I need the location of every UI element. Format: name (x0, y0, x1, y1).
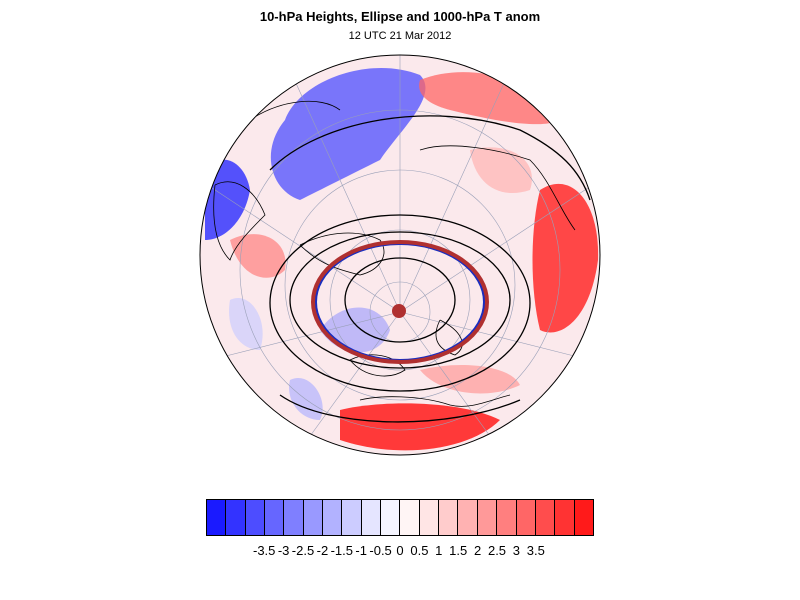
colorbar-cell (555, 500, 575, 535)
colorbar-tick-label: -1.5 (330, 543, 353, 558)
colorbar-tick-label: -3.5 (252, 543, 276, 558)
colorbar-cell (400, 500, 420, 535)
chart-subtitle: 12 UTC 21 Mar 2012 (348, 30, 452, 42)
colorbar-cell (284, 500, 304, 535)
colorbar-tick-label: 2 (473, 543, 482, 558)
colorbar-cell (516, 500, 536, 535)
colorbar-tick-label: -1 (355, 543, 367, 558)
colorbar-cell (245, 500, 266, 535)
colorbar-tick-label: -3 (277, 543, 290, 558)
colorbar-tick-label: 1 (435, 543, 443, 558)
colorbar-cell (265, 500, 285, 535)
colorbar-cell (439, 500, 459, 535)
anomaly-field (200, 55, 600, 455)
colorbar-tick-label: -0.5 (369, 543, 392, 558)
colorbar-labels: -3.5 -3 -2.5 -2 -1.5 -1 -0.5 0 0.5 1 1.5 2 2.5 3 3.5 (0, 543, 800, 563)
colorbar-cell (323, 500, 343, 535)
vortex-ellipse-red (311, 240, 489, 364)
colorbar-cell (497, 500, 517, 535)
chart-title: 10-hPa Heights, Ellipse and 1000-hPa T a… (259, 9, 541, 24)
colorbar-cell (477, 500, 498, 535)
colorbar-tick-label: -2.5 (291, 543, 315, 558)
colorbar-tick-label: 0 (396, 543, 404, 558)
globe-outline (199, 54, 601, 456)
colorbar-cell (419, 500, 440, 535)
colorbar-cell (574, 500, 593, 535)
colorbar-cell (226, 500, 246, 535)
colorbar-tick-label: 0.5 (410, 543, 429, 558)
colorbar-cell (381, 500, 401, 535)
colorbar-cell (342, 500, 362, 535)
ellipse-center-marker (392, 304, 406, 318)
colorbar-tick-label: -2 (316, 543, 329, 558)
colorbar-tick-label: 3.5 (526, 543, 545, 558)
colorbar-cell (207, 500, 227, 535)
colorbar-cell (303, 500, 324, 535)
colorbar-cell (361, 500, 382, 535)
colorbar (206, 499, 594, 536)
colorbar-tick-label: 3 (512, 543, 521, 558)
colorbar-tick-label: 1.5 (449, 543, 468, 558)
colorbar-tick-label: 2.5 (487, 543, 507, 558)
colorbar-cell (458, 500, 478, 535)
colorbar-cell (535, 500, 556, 535)
